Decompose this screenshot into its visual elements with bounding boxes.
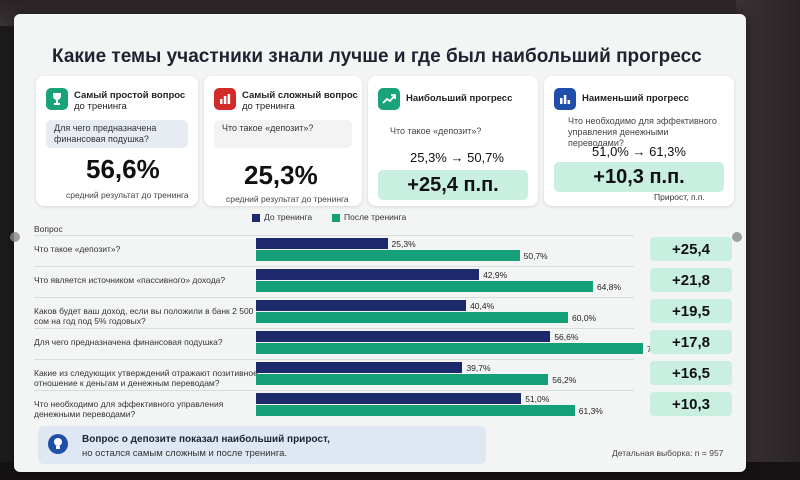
insight-callout: Вопрос о депозите показал наибольший при…	[38, 426, 486, 464]
bar-before	[256, 269, 480, 280]
gain-value: +25,4	[650, 237, 732, 261]
trophy-icon	[46, 88, 68, 110]
card-label: Наименьший прогресс	[582, 93, 689, 104]
bar-before	[256, 300, 467, 311]
bar-before-label: 42,9%	[483, 270, 508, 280]
bar-after	[256, 281, 593, 292]
bar-before	[256, 362, 463, 373]
legend-after: После тренинга	[332, 212, 406, 222]
card-range: 51,0% → 61,3%	[592, 144, 686, 159]
card-question: Что такое «депозит»?	[214, 120, 352, 148]
bar-after	[256, 343, 643, 354]
gain-value: +17,8	[650, 330, 732, 354]
bar-after-label: 56,2%	[552, 375, 577, 385]
card-question: Что такое «депозит»?	[390, 126, 482, 136]
row-divider	[34, 390, 634, 391]
bar-after-label: 60,0%	[572, 313, 597, 323]
legend-swatch-before	[252, 213, 260, 222]
card-caption: средний результат до тренинга	[66, 190, 189, 200]
bar-before-label: 56,6%	[554, 332, 579, 342]
card-question: Для чего предназначена финансовая подушк…	[46, 120, 188, 148]
card-label: Самый простой вопрос до тренинга	[74, 90, 186, 112]
bar-before-label: 40,4%	[470, 301, 495, 311]
bar-after	[256, 405, 575, 416]
row-divider	[34, 297, 634, 298]
card-value: 25,3%	[244, 160, 318, 190]
row-question-label: Что необходимо для эффективного управлен…	[34, 399, 224, 419]
bar-after	[256, 312, 568, 323]
bar-after-label: 64,8%	[596, 282, 622, 292]
card-least-progress: Наименьший прогресс Что необходимо для э…	[544, 76, 734, 206]
slide-next-dot[interactable]	[732, 232, 742, 242]
bar-before	[256, 331, 551, 342]
bar-after	[256, 374, 549, 385]
bar-before-label: 39,7%	[466, 363, 491, 373]
bar-before-label: 51,0%	[525, 394, 550, 404]
bar-chart-icon	[214, 88, 236, 110]
row-question-label: Для чего предназначена финансовая подушк…	[34, 337, 223, 347]
bar-before-label: 25,3%	[391, 239, 416, 249]
card-gain: +10,3 п.п.	[554, 162, 724, 192]
question-column-header: Вопрос	[34, 224, 63, 234]
row-divider	[34, 266, 634, 267]
column-chart-icon	[554, 88, 576, 110]
card-range: 25,3% → 50,7%	[410, 150, 504, 165]
bar-before	[256, 238, 388, 249]
gain-column-header: Прирост, п.п.	[654, 192, 705, 202]
card-value: 56,6%	[86, 154, 160, 184]
slide-title: Какие темы участники знали лучше и где б…	[52, 46, 702, 67]
gain-value: +10,3	[650, 392, 732, 416]
bar-after	[256, 250, 520, 261]
insight-line-2: но остался самым сложным и после тренинг…	[82, 448, 288, 459]
row-question-label: Что является источником «пассивного» дох…	[34, 275, 226, 285]
row-question-label: Каков будет ваш доход, если вы положили …	[34, 306, 254, 326]
card-label: Самый сложный вопрос до тренинга	[242, 90, 358, 112]
room-background-right	[736, 0, 800, 480]
card-question: Что необходимо для эффективного управлен…	[568, 116, 717, 148]
gain-value: +21,8	[650, 268, 732, 292]
slide-prev-dot[interactable]	[10, 232, 20, 242]
card-caption: средний результат до тренинга	[226, 194, 349, 204]
lightbulb-icon	[48, 434, 68, 454]
card-label: Наибольший прогресс	[406, 93, 513, 104]
gain-value: +19,5	[650, 299, 732, 323]
sample-size-note: Детальная выборка: n = 957	[612, 448, 724, 458]
card-most-progress: Наибольший прогресс Что такое «депозит»?…	[368, 76, 538, 206]
row-divider	[34, 359, 634, 360]
bar-before	[256, 393, 522, 404]
insight-line-1: Вопрос о депозите показал наибольший при…	[82, 434, 330, 445]
presentation-slide: Какие темы участники знали лучше и где б…	[14, 14, 746, 472]
legend-swatch-after	[332, 213, 340, 222]
card-gain: +25,4 п.п.	[378, 170, 528, 200]
trend-up-icon	[378, 88, 400, 110]
row-divider	[34, 235, 634, 236]
bar-after-label: 61,3%	[578, 406, 603, 416]
card-hardest-question: Самый сложный вопрос до тренинга Что тако…	[204, 76, 362, 206]
legend-before: До тренинга	[252, 212, 312, 222]
gain-value: +16,5	[650, 361, 732, 385]
row-divider	[34, 328, 634, 329]
row-question-label: Что такое «депозит»?	[34, 244, 121, 254]
row-question-label: Какие из следующих утверждений отражают …	[34, 368, 258, 388]
bar-after-label: 50,7%	[523, 251, 548, 261]
card-easiest-question: Самый простой вопрос до тренинга Для чего…	[36, 76, 198, 206]
